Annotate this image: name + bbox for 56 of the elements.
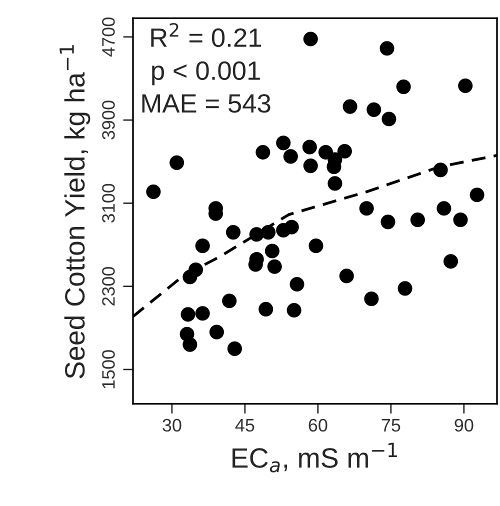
point xyxy=(276,136,291,150)
point xyxy=(436,201,452,216)
y-tick-label: 4700 xyxy=(102,18,115,57)
point xyxy=(366,102,382,117)
point xyxy=(227,341,242,356)
point xyxy=(303,32,318,46)
point xyxy=(398,281,412,296)
y-tick-label: 3100 xyxy=(102,184,115,223)
y-tick-label: 2300 xyxy=(102,266,115,306)
point xyxy=(264,244,280,258)
point xyxy=(308,238,324,254)
point xyxy=(258,302,274,316)
point xyxy=(364,292,379,306)
point xyxy=(380,214,396,230)
point xyxy=(283,149,298,164)
y-tick-label: 3900 xyxy=(102,100,115,140)
x-tick-label: 30 xyxy=(162,418,182,432)
point xyxy=(182,337,198,352)
point xyxy=(380,41,394,56)
annotation: MAE = 543 xyxy=(142,94,270,113)
y-tick-label: 1500 xyxy=(102,350,115,388)
point xyxy=(146,184,161,200)
point xyxy=(339,268,354,284)
point xyxy=(410,212,425,228)
point xyxy=(180,307,196,322)
point xyxy=(286,302,302,318)
point xyxy=(195,306,210,321)
point xyxy=(226,225,241,240)
y-axis-title: Seed Cotton Yield, kg ha$^{−1}$ xyxy=(60,45,90,378)
point xyxy=(328,176,342,191)
point xyxy=(453,212,468,228)
point xyxy=(382,112,396,126)
x-axis-title: EC$_{a}$, mS m$^{−1}$ xyxy=(232,442,397,472)
x-tick-label: 45 xyxy=(235,419,254,432)
point xyxy=(342,99,358,114)
x-tick-label: 60 xyxy=(308,418,328,432)
x-tick-label: 75 xyxy=(382,419,400,432)
annotation: p < 0.001 xyxy=(152,61,260,86)
point xyxy=(443,254,458,269)
point xyxy=(470,188,484,202)
point xyxy=(222,294,237,308)
annotation: R$^{2}$ = 0.21 xyxy=(151,22,261,48)
point xyxy=(276,222,291,238)
point xyxy=(195,238,210,254)
point xyxy=(302,140,317,154)
x-tick-label: 90 xyxy=(454,418,474,432)
point xyxy=(337,144,352,159)
point xyxy=(303,158,318,174)
point xyxy=(359,201,374,216)
point xyxy=(458,78,473,94)
point xyxy=(267,259,282,274)
point xyxy=(396,80,411,94)
point xyxy=(256,145,270,160)
point xyxy=(290,276,304,292)
point xyxy=(170,155,184,170)
point xyxy=(209,324,224,340)
